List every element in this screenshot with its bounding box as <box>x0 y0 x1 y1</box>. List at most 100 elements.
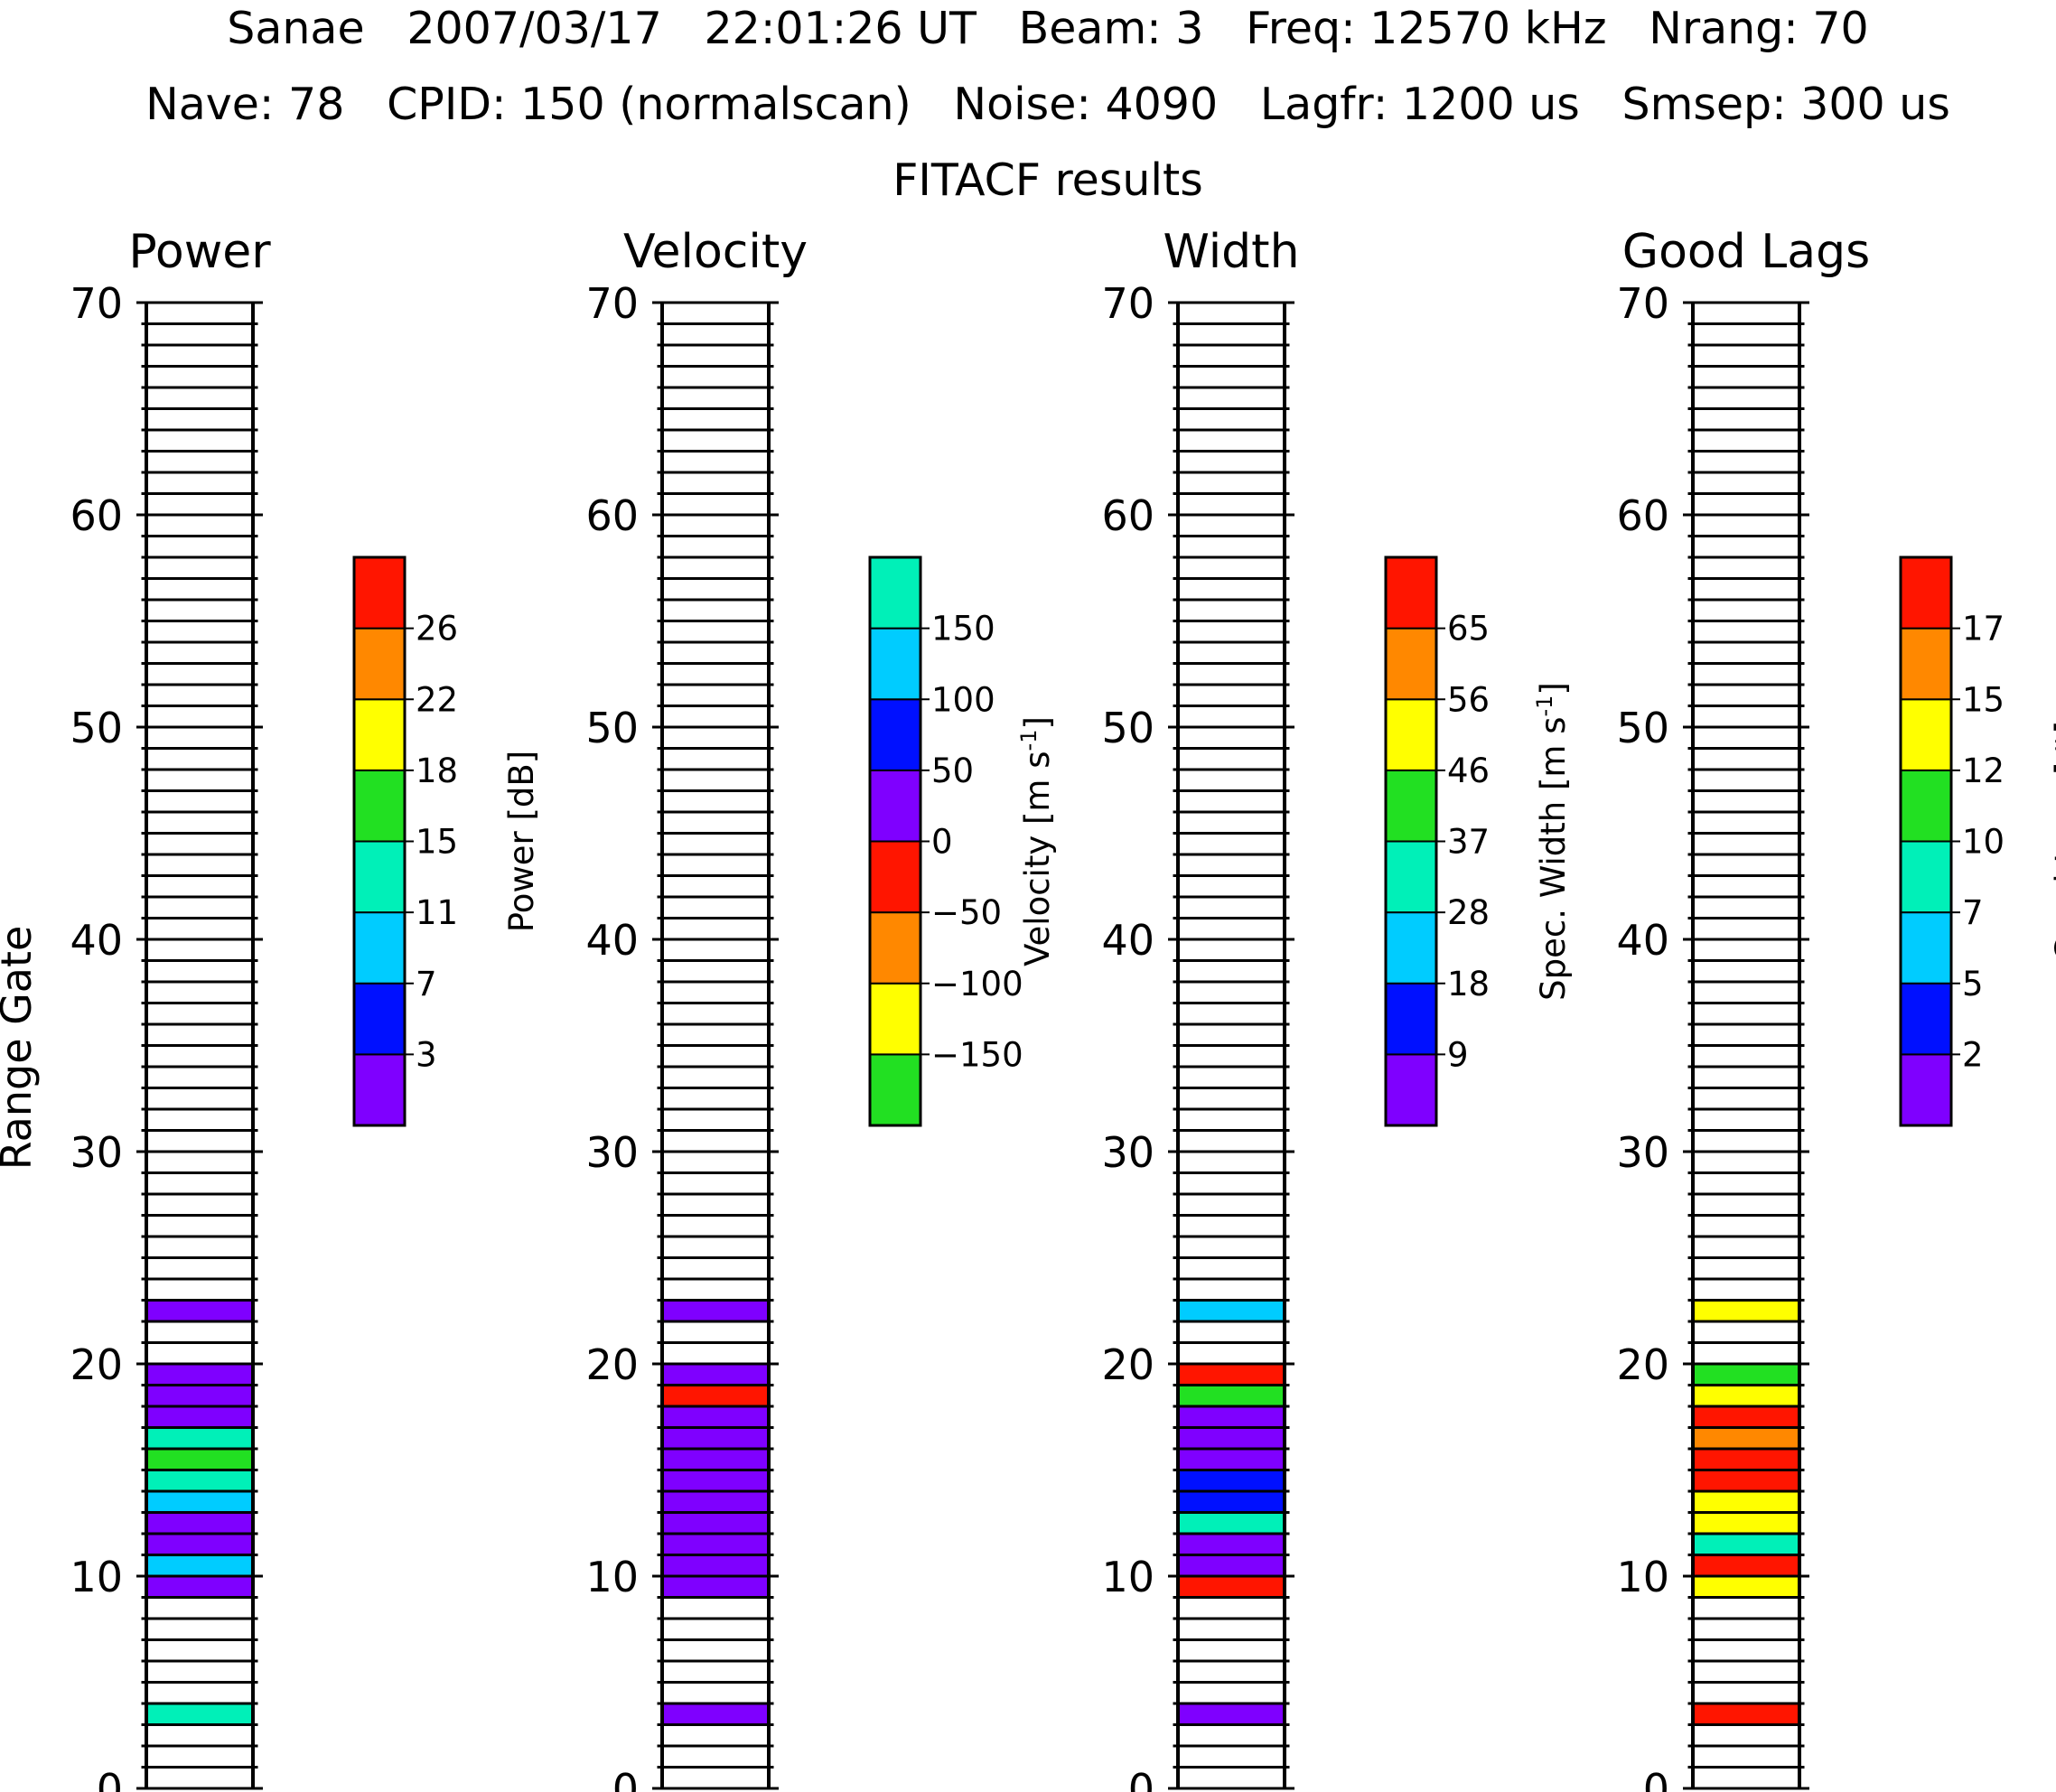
gate-cell <box>1178 1427 1285 1449</box>
colorbar-label: Power [dB] <box>502 751 541 932</box>
colorbar-segment <box>353 982 406 1056</box>
colorbar-tick-label: 22 <box>416 680 458 719</box>
y-tick-label: 70 <box>70 279 123 328</box>
colorbar-segment <box>353 840 406 914</box>
y-tick-label: 60 <box>70 491 123 540</box>
gate-cell <box>146 1554 253 1576</box>
y-tick-label: 0 <box>1643 1765 1669 1792</box>
colorbar-segment <box>1385 627 1437 701</box>
gate-cell <box>1693 1449 1799 1470</box>
colorbar-tick-label: 26 <box>416 610 458 649</box>
y-tick-label: 10 <box>1616 1553 1669 1601</box>
colorbar-tick-label: 5 <box>1962 965 1984 1003</box>
colorbar-segment <box>1900 911 1952 985</box>
colorbar-segment <box>1900 840 1952 914</box>
gate-cell <box>1693 1470 1799 1491</box>
gate-cell <box>662 1470 769 1491</box>
colorbar-tick-label: 12 <box>1962 751 2005 790</box>
gate-cell <box>1693 1512 1799 1534</box>
panel-velocity: Velocity 0 10 20 30 40 50 60 70 −150 −100 −50 0 50 100… <box>585 225 1057 1792</box>
colorbar-label: Spec. Width [m s-1] <box>1532 682 1573 1001</box>
gate-cell <box>662 1491 769 1513</box>
gate-cell <box>1693 1385 1799 1406</box>
gate-cell <box>1178 1364 1285 1386</box>
colorbar-segment <box>869 698 921 771</box>
y-tick-label: 30 <box>1616 1128 1669 1177</box>
y-tick-label: 60 <box>1101 491 1154 540</box>
y-tick-label: 20 <box>1616 1340 1669 1389</box>
y-tick-label: 40 <box>585 916 639 965</box>
colorbar-tick-label: 46 <box>1447 751 1490 790</box>
colorbar-tick-label: 28 <box>1447 893 1490 932</box>
y-tick-label: 0 <box>1128 1765 1154 1792</box>
colorbar-power: 3 7 11 15 18 22 26 Power [dB] <box>352 555 541 1127</box>
gate-cell <box>1178 1554 1285 1576</box>
panel-power: Power 0 10 20 30 40 50 60 70 3 7 11 15 18 22 26 Power [d… <box>70 225 541 1792</box>
gate-cell <box>662 1385 769 1406</box>
y-tick-label: 60 <box>585 491 639 540</box>
y-tick-label: 0 <box>612 1765 639 1792</box>
y-tick-label: 70 <box>1616 279 1669 328</box>
colorbar-segment <box>1900 982 1952 1056</box>
y-tick-label: 10 <box>1101 1553 1154 1601</box>
y-tick-label: 30 <box>585 1128 639 1177</box>
gate-cell <box>1178 1576 1285 1598</box>
colorbar-segment <box>1385 1053 1437 1126</box>
header-line-2: Nave: 78 CPID: 150 (normalscan) Noise: 4… <box>145 79 1950 130</box>
colorbar-tick-label: 3 <box>416 1035 437 1074</box>
colorbar-segment <box>353 627 406 701</box>
header-line-1: Sanae 2007/03/17 22:01:26 UT Beam: 3 Fre… <box>227 3 1868 54</box>
colorbar-tick-label: −50 <box>931 893 1002 932</box>
colorbar-segment <box>353 1053 406 1126</box>
y-tick-label: 40 <box>70 916 123 965</box>
gate-cell <box>662 1300 769 1321</box>
y-tick-label: 40 <box>1616 916 1669 965</box>
colorbar-tick-label: 150 <box>931 610 995 649</box>
gate-cell <box>146 1300 253 1321</box>
y-tick-label: 60 <box>1616 491 1669 540</box>
colorbar-label: Velocity [m s-1] <box>1016 716 1057 966</box>
colorbar-segment <box>1385 556 1437 630</box>
gate-cell <box>146 1364 253 1386</box>
gate-cell <box>146 1470 253 1491</box>
panel-title: Good Lags <box>1622 225 1870 279</box>
gate-cell <box>662 1554 769 1576</box>
gate-cell <box>1178 1449 1285 1470</box>
colorbar-tick-label: 37 <box>1447 823 1490 862</box>
y-tick-label: 50 <box>1101 704 1154 752</box>
colorbar-segment <box>353 911 406 985</box>
panel-title: Power <box>128 225 271 279</box>
gate-cell <box>1178 1703 1285 1725</box>
colorbar-tick-label: −150 <box>931 1035 1023 1074</box>
colorbar-width: 9 18 28 37 46 56 65 Spec. Width [m s-1] <box>1384 555 1573 1127</box>
gate-cell <box>146 1512 253 1534</box>
gate-cell <box>662 1703 769 1725</box>
y-tick-label: 10 <box>585 1553 639 1601</box>
colorbar-segment <box>1900 556 1952 630</box>
y-tick-label: 30 <box>1101 1128 1154 1177</box>
colorbar-tick-label: 50 <box>931 751 974 790</box>
y-tick-label: 40 <box>1101 916 1154 965</box>
colorbar-tick-label: 15 <box>416 823 458 862</box>
gate-cell <box>146 1449 253 1470</box>
gate-cell <box>1178 1470 1285 1491</box>
colorbar-segment <box>869 911 921 985</box>
colorbar-tick-label: 10 <box>1962 823 2005 862</box>
colorbar-tick-label: −100 <box>931 965 1023 1003</box>
colorbar-segment <box>1900 1053 1952 1126</box>
gate-cell <box>146 1491 253 1513</box>
colorbar-good-lags: 2 5 7 10 12 15 17 Good Lags [#] <box>1899 555 2056 1127</box>
gate-cell <box>662 1534 769 1555</box>
y-tick-label: 20 <box>1101 1340 1154 1389</box>
gate-cell <box>662 1449 769 1470</box>
colorbar-tick-label: 18 <box>416 751 458 790</box>
gate-cell <box>146 1576 253 1598</box>
colorbar-segment <box>1385 840 1437 914</box>
gate-cell <box>1693 1534 1799 1555</box>
colorbar-segment <box>1900 769 1952 843</box>
colorbar-segment <box>869 556 921 630</box>
colorbar-tick-label: 65 <box>1447 610 1490 649</box>
y-tick-label: 30 <box>70 1128 123 1177</box>
gate-cell <box>1178 1406 1285 1428</box>
